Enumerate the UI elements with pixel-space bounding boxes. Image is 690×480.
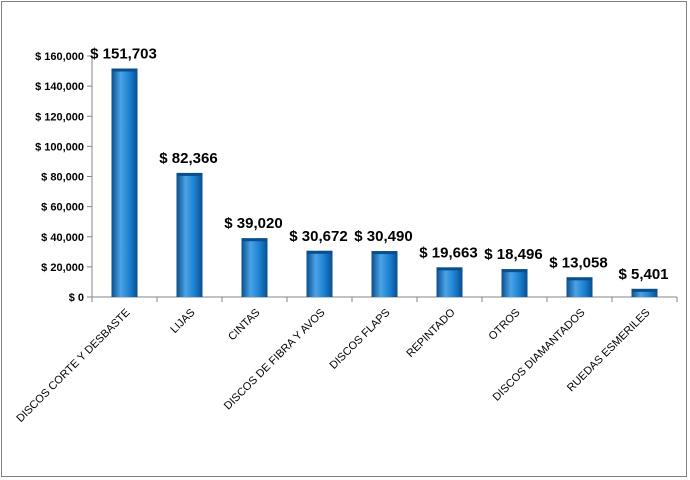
bar-cap (241, 238, 268, 242)
bar-cap (176, 172, 203, 176)
y-tick-label: $ 80,000 (41, 172, 84, 184)
bars (111, 68, 658, 298)
category-label: REPINTADO (404, 306, 458, 360)
bar-cap (631, 288, 658, 292)
data-label: $ 151,703 (90, 45, 157, 62)
data-label: $ 13,058 (549, 254, 607, 271)
bar (371, 251, 398, 297)
data-labels: $ 151,703 $ 82,366 $ 39,020 $ 30,672 $ 30,49… (90, 45, 668, 282)
y-tick-label: $ 40,000 (41, 232, 84, 244)
bar-cap (306, 250, 333, 254)
bar (241, 238, 268, 297)
y-tick-label: $ 60,000 (41, 202, 84, 214)
category-label: LIJAS (168, 307, 197, 336)
category-label: DISCOS FLAPS (328, 307, 393, 372)
category-labels: DISCOS CORTE Y DESBASTE LIJAS CINTAS DISCOS… (14, 306, 652, 425)
category-label: CINTAS (226, 307, 262, 343)
bar (566, 277, 593, 297)
y-tick-label: $ 160,000 (35, 51, 84, 63)
bar (501, 269, 528, 297)
data-label: $ 39,020 (224, 215, 282, 232)
y-tick-label: $ 140,000 (35, 81, 84, 93)
y-tick-label: $ 100,000 (35, 141, 84, 153)
data-label: $ 30,490 (354, 228, 412, 245)
bar (436, 267, 463, 297)
bar-cap (111, 68, 138, 72)
bar-cap (501, 269, 528, 273)
data-label: $ 5,401 (618, 266, 668, 283)
bar (111, 68, 138, 298)
bar (306, 250, 333, 297)
data-label: $ 30,672 (289, 228, 347, 245)
y-tick-label: $ 20,000 (41, 262, 84, 274)
x-axis (91, 296, 678, 302)
y-tick-label: $ 0 (69, 292, 84, 304)
category-label: DISCOS CORTE Y DESBASTE (14, 307, 132, 425)
bar (176, 172, 203, 297)
bar (631, 288, 658, 297)
y-tick-label: $ 120,000 (35, 111, 84, 123)
bar-cap (371, 251, 398, 255)
data-label: $ 82,366 (159, 150, 217, 167)
bar-cap (566, 277, 593, 281)
y-axis: $ 0 $ 20,000 $ 40,000 $ 60,000 $ 80,000 $ 100… (35, 51, 93, 304)
data-label: $ 18,496 (484, 246, 542, 263)
category-label: OTROS (486, 307, 522, 343)
bar-cap (436, 267, 463, 271)
data-label: $ 19,663 (419, 244, 477, 261)
